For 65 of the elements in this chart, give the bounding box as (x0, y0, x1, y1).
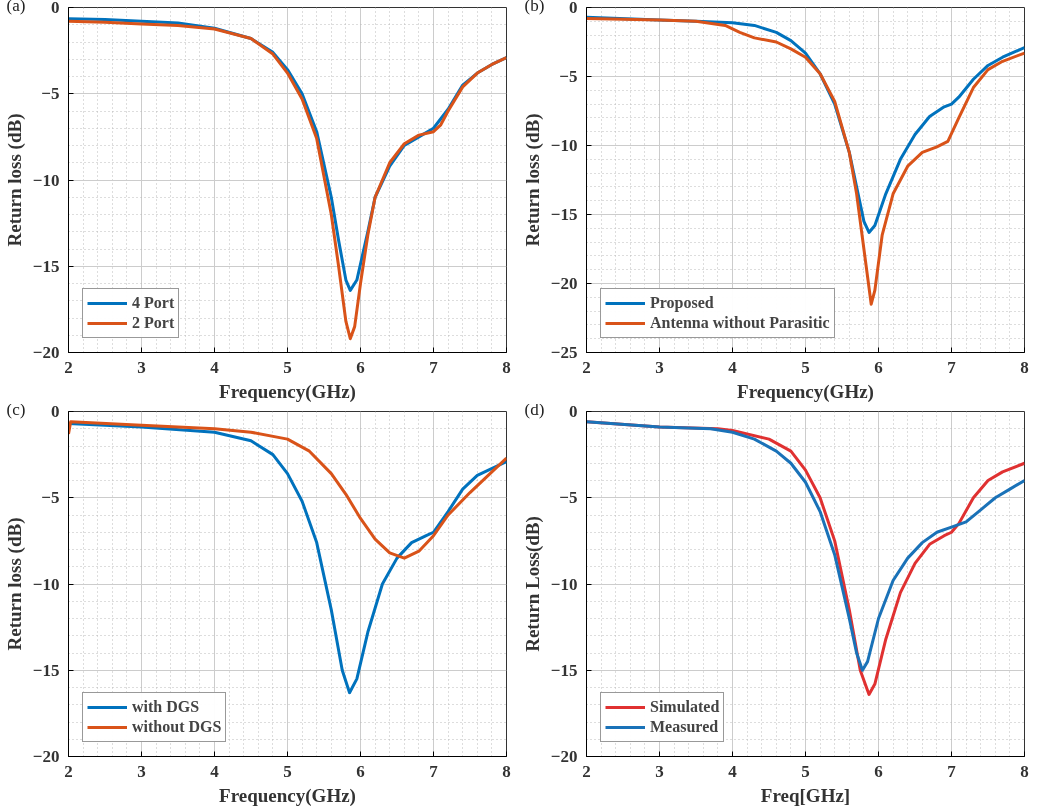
x-tick-label: 6 (874, 761, 883, 781)
y-tick-label: −5 (559, 67, 578, 86)
x-tick-label: 6 (874, 357, 883, 377)
x-tick-label: 7 (429, 761, 439, 781)
y-tick-label: 0 (569, 0, 578, 17)
y-tick-label: −15 (32, 660, 60, 680)
x-tick-label: 8 (1020, 761, 1029, 781)
y-tick-label: −20 (32, 747, 60, 766)
y-axis-title: Return loss (dB) (3, 113, 26, 247)
x-tick-label: 2 (582, 357, 591, 377)
y-tick-label: −15 (32, 256, 60, 276)
legend-label: Proposed (650, 294, 714, 312)
x-tick-label: 5 (801, 761, 810, 781)
x-tick-label: 2 (582, 761, 591, 781)
y-tick-label: −5 (41, 84, 60, 104)
x-axis-title: Frequency(GHz) (219, 380, 356, 403)
y-tick-label: −20 (550, 274, 578, 293)
y-tick-label: 0 (51, 402, 60, 421)
y-tick-label: −15 (550, 660, 578, 680)
y-axis-title: Return Loss(dB) (521, 516, 544, 652)
y-tick-label: −5 (559, 488, 578, 508)
x-tick-label: 5 (283, 357, 292, 377)
y-tick-label: −10 (32, 170, 60, 190)
x-tick-label: 8 (1020, 357, 1029, 377)
x-tick-label: 6 (356, 761, 365, 781)
x-tick-label: 5 (801, 357, 810, 377)
legend-label: 2 Port (132, 314, 175, 332)
y-tick-label: −10 (32, 574, 60, 594)
y-tick-label: −20 (550, 747, 578, 766)
y-tick-label: 0 (51, 0, 60, 17)
x-tick-label: 7 (947, 357, 957, 377)
x-tick-label: 4 (210, 357, 220, 377)
legend-label: 4 Port (132, 294, 175, 312)
y-tick-label: −20 (32, 343, 60, 362)
x-tick-label: 7 (947, 761, 957, 781)
legend-label: without DGS (132, 718, 222, 736)
legend-label: with DGS (132, 698, 200, 716)
x-tick-label: 3 (655, 761, 664, 781)
x-tick-label: 2 (64, 357, 73, 377)
x-tick-label: 4 (728, 761, 738, 781)
y-tick-label: 0 (569, 402, 578, 421)
x-axis-title: Frequency(GHz) (737, 380, 874, 403)
legend-label: Simulated (650, 698, 720, 716)
x-tick-label: 8 (502, 357, 511, 377)
x-axis-title: Frequency(GHz) (219, 784, 356, 807)
x-tick-label: 2 (64, 761, 73, 781)
y-tick-label: −15 (550, 205, 578, 224)
y-tick-label: −25 (550, 343, 578, 362)
y-tick-label: −5 (41, 488, 60, 508)
x-tick-label: 4 (210, 761, 220, 781)
x-tick-label: 5 (283, 761, 292, 781)
x-tick-label: 6 (356, 357, 365, 377)
x-tick-label: 3 (137, 761, 146, 781)
legend-label: Antenna without Parasitic (650, 314, 830, 332)
x-tick-label: 7 (429, 357, 439, 377)
legend-label: Measured (650, 718, 719, 736)
y-tick-label: −10 (550, 574, 578, 594)
x-tick-label: 3 (137, 357, 146, 377)
y-tick-label: −10 (550, 136, 578, 155)
x-tick-label: 3 (655, 357, 664, 377)
x-tick-label: 4 (728, 357, 738, 377)
x-tick-label: 8 (502, 761, 511, 781)
x-axis-title: Freq[GHz] (760, 784, 851, 806)
y-axis-title: Return loss (dB) (521, 113, 544, 247)
y-axis-title: Return loss (dB) (3, 517, 26, 651)
